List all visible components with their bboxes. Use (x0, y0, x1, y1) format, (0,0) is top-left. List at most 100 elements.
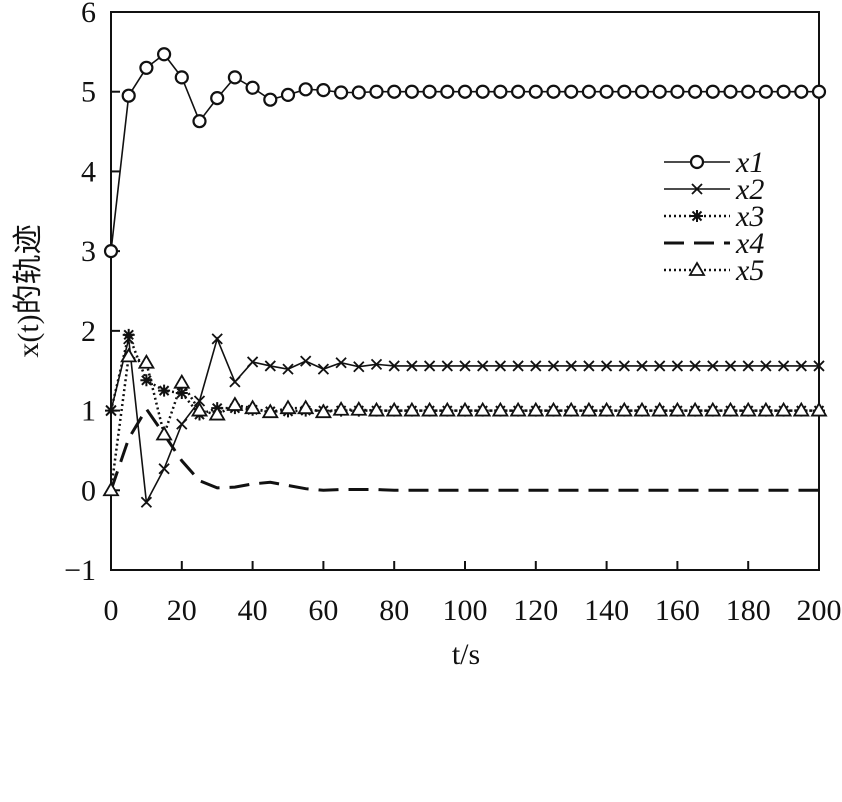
series-x5-point (775, 401, 793, 417)
y-tick-label: 2 (81, 315, 96, 348)
series-x5-point (491, 401, 509, 417)
y-tick-label: 5 (81, 76, 96, 109)
legend-label: x1 (735, 146, 764, 179)
series-x4 (109, 406, 819, 492)
series-x2-point (477, 360, 489, 372)
x-tick-label: 180 (726, 594, 771, 627)
series-x1-point (723, 84, 738, 99)
series-x1-point (794, 84, 809, 99)
series-x1-line (110, 53, 819, 252)
series-x5-point (651, 401, 669, 417)
series-x1-point (776, 84, 791, 99)
series-x1-point (316, 83, 331, 98)
series-x2-point (707, 360, 719, 372)
series-x5-point (686, 401, 704, 417)
series-x1-point (263, 92, 278, 107)
series-x2-point (282, 363, 294, 375)
series-x1-point (634, 84, 650, 99)
series-x2-point (583, 360, 595, 372)
series-x5-point (403, 401, 421, 417)
series-x2-point (671, 360, 684, 372)
legend-entry-x5: x5 (664, 254, 764, 287)
series-x5-point (297, 399, 315, 415)
series-x2-point (388, 360, 400, 372)
series-x2-point (795, 360, 807, 372)
series-x5-point (456, 401, 474, 417)
series-x5-point (385, 401, 403, 417)
legend-entry-x4: x4 (664, 227, 764, 260)
series-x1-point (440, 84, 455, 99)
series-x5-point (668, 401, 686, 417)
legend-marker (691, 183, 703, 195)
legend-entry-x1: x1 (664, 146, 764, 179)
series-x5-point (544, 401, 563, 417)
series-x3-point (175, 387, 188, 400)
series-x1-point (475, 84, 490, 99)
series-x5-point (792, 401, 810, 417)
series-x1-point (387, 84, 402, 99)
x-tick-label: 0 (104, 594, 119, 627)
series-x1-point (564, 84, 579, 99)
series-x2-point (353, 361, 365, 373)
series-x5-point (350, 400, 368, 416)
series-x5-point (173, 373, 191, 389)
x-axis-title: t/s (452, 638, 480, 671)
series-x5-point (261, 403, 279, 419)
series-x2-point (618, 360, 630, 372)
series-x2-line (110, 336, 819, 505)
series-x5-point (244, 399, 262, 415)
series-x2-point (742, 360, 754, 372)
series-layer (102, 47, 828, 508)
series-x5-point (509, 401, 527, 417)
series-x1-point (157, 47, 172, 62)
series-x1-point (174, 70, 189, 85)
series-x1-point (298, 82, 313, 97)
series-x1-point (510, 84, 526, 99)
series-x1-point (705, 84, 720, 99)
series-x1-point (210, 90, 225, 106)
series-x5-point (615, 401, 633, 417)
legend-entry-x2: x2 (664, 173, 764, 206)
legend-marker (688, 261, 706, 276)
series-x5-line (109, 354, 819, 491)
series-x1 (103, 47, 827, 259)
series-x2-point (565, 360, 577, 372)
series-x5-point (190, 401, 209, 417)
x-tick-label: 60 (308, 594, 338, 627)
series-x1-point (758, 84, 774, 99)
series-x1-point (599, 84, 614, 99)
series-x1-point (652, 84, 667, 99)
y-axis-title: x(t)的轨迹 (12, 224, 45, 357)
series-x3-point (158, 384, 171, 397)
y-tick-label: 0 (81, 474, 96, 507)
legend-label: x5 (735, 254, 764, 287)
series-x3-point (122, 328, 135, 341)
series-x5-point (562, 401, 580, 417)
series-x1-point (670, 84, 685, 99)
series-x2-point (654, 360, 666, 372)
legend-label: x3 (735, 200, 764, 233)
series-x1-point (404, 84, 419, 99)
series-x5-point (279, 399, 297, 415)
series-x5-point (721, 401, 740, 417)
series-x2-point (547, 360, 560, 372)
series-x1-point (369, 84, 384, 99)
series-x2-point (724, 360, 737, 372)
x-tick-label: 100 (443, 594, 488, 627)
series-x2-point (370, 358, 383, 370)
series-x2 (105, 333, 825, 508)
series-x5-point (810, 401, 828, 417)
series-x1-point (546, 84, 561, 99)
series-x2-point (760, 360, 772, 372)
x-tick-label: 120 (513, 594, 558, 627)
series-x1-point (334, 85, 349, 100)
series-x1-point (227, 70, 242, 85)
series-x5-point (208, 405, 226, 421)
series-x2-point (193, 395, 206, 407)
legend-label: x2 (735, 173, 764, 206)
series-x2-point (636, 360, 648, 372)
x-tick-label: 140 (584, 594, 629, 627)
